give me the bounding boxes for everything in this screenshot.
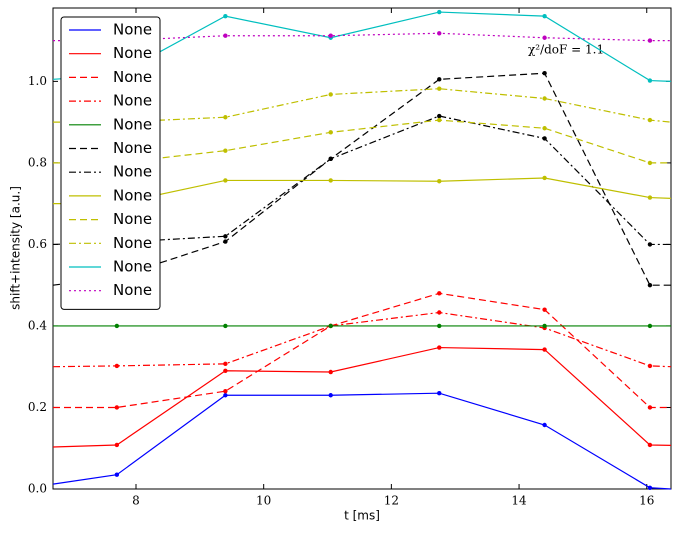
data-point [542, 136, 547, 141]
data-point [647, 323, 653, 329]
data-point [114, 472, 120, 477]
legend-label: None [113, 163, 152, 181]
data-point [328, 33, 333, 38]
y-tick-label: 0.8 [28, 155, 47, 169]
data-point [328, 323, 333, 329]
data-point [437, 117, 442, 123]
series-line [53, 292, 671, 409]
data-point [647, 242, 653, 247]
data-point [114, 442, 120, 448]
data-point [328, 369, 333, 375]
data-point [223, 323, 228, 329]
data-point [647, 282, 653, 288]
legend-label: None [113, 234, 152, 252]
legend-box [60, 16, 161, 310]
data-point [647, 442, 653, 448]
legend-label: None [113, 21, 152, 39]
data-point [223, 33, 228, 38]
data-point [647, 195, 653, 200]
y-tick-label: 0.6 [28, 237, 47, 251]
y-axis-label: shift+intensity [a.u.] [9, 186, 23, 310]
data-point [328, 393, 333, 398]
data-point [647, 363, 653, 369]
data-point [223, 115, 228, 120]
data-point [328, 92, 333, 97]
data-point [542, 175, 547, 181]
legend-label: None [113, 44, 152, 62]
y-tick-label: 1.0 [28, 74, 47, 88]
data-point [328, 130, 333, 135]
series-line [52, 311, 672, 368]
data-point [542, 422, 547, 428]
series-line [52, 392, 672, 490]
legend-label: None [113, 186, 152, 204]
data-point [437, 310, 442, 315]
data-point [647, 117, 653, 123]
data-point [437, 113, 442, 119]
y-tick-label: 0.0 [28, 482, 47, 496]
data-point [437, 323, 442, 329]
data-point [647, 160, 653, 166]
data-point [437, 345, 442, 350]
data-point [437, 179, 442, 184]
data-point [223, 388, 228, 394]
legend-label: None [113, 210, 152, 228]
legend-label: None [113, 92, 152, 110]
data-point [114, 323, 120, 329]
data-point [223, 361, 228, 367]
data-point [223, 393, 228, 398]
data-point [223, 239, 228, 244]
x-tick-label: 16 [639, 494, 654, 508]
legend-label: None [113, 115, 152, 133]
data-point [542, 96, 547, 101]
data-point [437, 391, 442, 396]
data-point [437, 291, 442, 296]
data-point [542, 347, 547, 352]
data-point [647, 38, 653, 43]
data-point [437, 86, 442, 91]
data-point [437, 9, 442, 15]
legend-label: None [113, 68, 152, 86]
x-tick-label: 8 [132, 494, 140, 508]
data-point [223, 178, 228, 183]
data-point [328, 178, 333, 183]
data-point [542, 13, 547, 19]
data-point [647, 485, 653, 490]
data-point [223, 368, 228, 373]
annotation: χ²/doF = 1.1 [528, 43, 604, 57]
x-axis-label: t [ms] [344, 509, 380, 523]
data-point [542, 307, 547, 312]
plot-frame [52, 7, 672, 490]
data-point [542, 71, 547, 76]
data-point [114, 363, 120, 369]
y-tick-label: 0.2 [28, 400, 47, 414]
data-point [647, 78, 653, 83]
data-point [437, 77, 442, 82]
data-point [542, 126, 547, 131]
data-point [647, 405, 653, 410]
series-line [52, 346, 672, 448]
data-point [542, 35, 547, 40]
data-point [328, 156, 333, 162]
legend-label: None [113, 139, 152, 157]
x-tick-label: 14 [511, 494, 527, 508]
data-point [542, 323, 547, 329]
y-tick-label: 0.4 [28, 318, 47, 332]
legend-label: None [113, 281, 152, 299]
data-point [223, 148, 228, 153]
x-tick-label: 10 [256, 494, 271, 508]
data-point [223, 13, 228, 19]
x-tick-label: 12 [384, 494, 399, 508]
data-point [223, 234, 228, 239]
data-point [114, 405, 120, 410]
legend-label: None [113, 258, 152, 276]
data-point [437, 31, 442, 36]
